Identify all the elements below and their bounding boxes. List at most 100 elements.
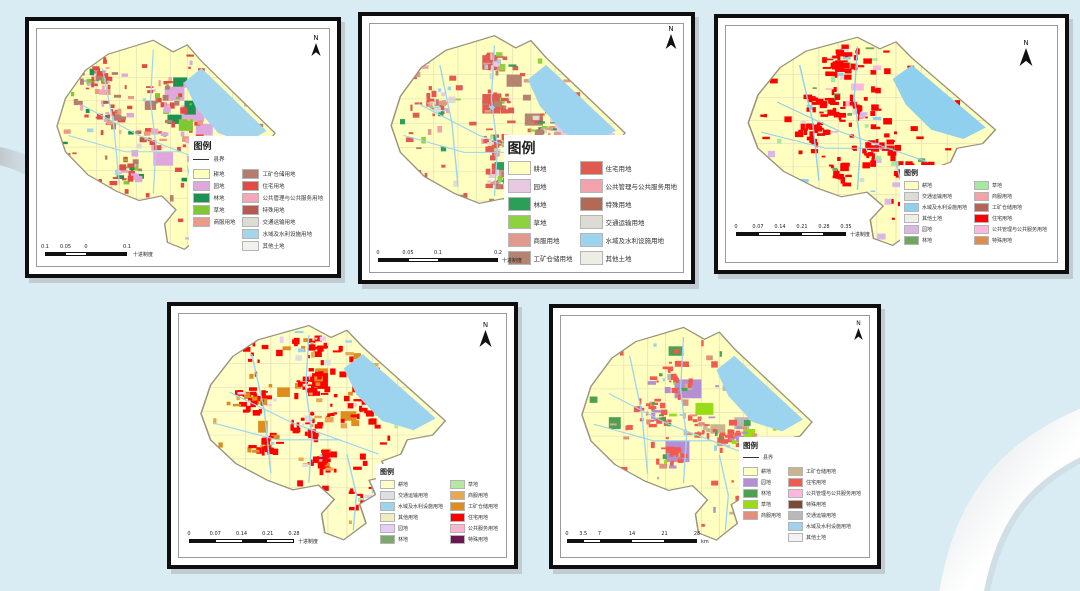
scale-bar-segments	[45, 252, 127, 256]
scale-segment	[758, 233, 781, 235]
legend-swatch	[193, 205, 211, 215]
legend-item: 园地	[379, 524, 443, 533]
legend-item: 公共管理与公共服务用地	[242, 193, 323, 203]
legend-item: 林地	[193, 193, 235, 203]
legend-swatch	[742, 467, 758, 476]
legend-item: 工矿仓储用地	[449, 502, 498, 511]
legend-column: 工矿仓储用地 住宅用地 公共管理与公共服务用地 特殊用地 交通运输用地 水域及水利设施用地…	[787, 467, 861, 542]
scale-label: 0.07	[752, 224, 764, 230]
legend-item: 林地	[742, 489, 781, 498]
scale-segment	[801, 233, 824, 235]
legend-swatch	[742, 511, 758, 520]
legend-item-label: 公共服务用地	[467, 526, 498, 532]
scale-label: 0.2	[494, 250, 502, 256]
legend-swatch	[903, 236, 919, 245]
legend-item: 商服用地	[449, 491, 498, 500]
legend-swatch	[449, 491, 465, 500]
legend-column: 工矿仓储用地 住宅用地 公共管理与公共服务用地 特殊用地 交通运输用地 水域及水利设施用地…	[242, 169, 323, 251]
legend-item: 耕地	[742, 467, 781, 476]
legend-item-label: 交通运输用地	[262, 220, 296, 226]
legend-item-label: 草地	[533, 219, 547, 227]
scale-unit: 十进制度	[298, 539, 319, 545]
legend-swatch	[787, 467, 803, 476]
legend-swatch	[787, 511, 803, 520]
north-arrow-icon: N	[1019, 40, 1033, 66]
boundary-line-icon	[193, 158, 210, 160]
map-frame: N 图例 耕地 交通运输用地 水域及水利设施用地 其他土地 园地 林地 草地 商服用地 工矿仓储…	[725, 25, 1058, 263]
legend-item-label: 交通运输用地	[805, 513, 836, 519]
map-panel-3: N 图例 耕地 交通运输用地 水域及水利设施用地 其他土地 园地 林地 草地 商服用地 工矿仓储…	[714, 14, 1069, 274]
legend-item-label: 商服用地	[533, 237, 560, 245]
legend-item: 其他土地	[579, 251, 678, 265]
legend-item-label: 耕地	[533, 165, 547, 173]
legend-item-label: 林地	[213, 196, 225, 202]
legend-item-label: 林地	[533, 201, 547, 209]
map-canvas	[581, 327, 813, 542]
legend-item: 商服用地	[742, 511, 781, 520]
legend-swatch	[579, 215, 603, 229]
legend-item-label: 其他土地	[921, 216, 942, 222]
scale-bar: 十进制度 0.1 0.05 0 0.1	[41, 242, 153, 258]
legend-swatch	[379, 502, 395, 511]
legend-item-label: 公共管理与公共服务用地	[991, 227, 1047, 233]
legend-item-label: 草地	[760, 502, 771, 508]
legend-swatch	[242, 229, 260, 239]
legend-item: 住宅用地	[449, 513, 498, 522]
legend-swatch	[507, 161, 531, 175]
scale-segment	[664, 540, 696, 542]
legend-swatch	[449, 524, 465, 533]
legend-swatch	[449, 480, 465, 489]
white-tube-shape	[939, 408, 1080, 591]
scale-label: 0.07	[209, 531, 221, 537]
legend: 图例 耕地 交通运输用地 水域及水利设施用地 其他土地 园地 林地 草地 商服用地 工矿仓储用地…	[899, 165, 1051, 248]
legend-item-label: 县界	[762, 455, 773, 461]
legend-item: 交通运输用地	[242, 217, 323, 227]
legend-item-label: 商服用地	[991, 194, 1012, 200]
legend-item: 住宅用地	[973, 214, 1047, 223]
legend-item: 商服用地	[193, 217, 235, 227]
legend-item-label: 林地	[397, 537, 408, 543]
legend-item: 园地	[903, 225, 967, 234]
legend-item: 交通运输用地	[379, 491, 443, 500]
legend-item-label: 工矿仓储用地	[262, 172, 296, 178]
legend-item-label: 工矿仓储用地	[533, 255, 573, 263]
legend-item: 住宅用地	[787, 478, 861, 487]
scale-label: 0.35	[840, 224, 852, 230]
legend-item-label: 特殊用地	[467, 537, 488, 543]
scale-segment	[600, 540, 632, 542]
legend-title: 图例	[379, 468, 394, 476]
scale-segment	[190, 540, 216, 542]
legend-item-label: 其他用地	[397, 515, 418, 521]
legend-item-label: 商服用地	[213, 220, 236, 226]
scale-segment	[632, 540, 664, 542]
scale-label: 0.14	[235, 531, 248, 537]
legend-boundary-item: 县界	[742, 454, 861, 461]
legend-swatch	[242, 205, 260, 215]
legend-swatch	[742, 500, 758, 509]
legend-item: 园地	[742, 478, 781, 487]
scale-label: 7	[597, 531, 602, 537]
legend-swatch	[973, 181, 989, 190]
legend-swatch	[507, 179, 531, 193]
legend-item-label: 交通运输用地	[397, 493, 428, 499]
scale-label: 3.5	[579, 531, 588, 537]
legend-item: 耕地	[903, 181, 967, 190]
legend-column: 草地 商服用地 工矿仓储用地 住宅用地 公共服务用地 特殊用地	[449, 480, 498, 544]
legend-swatch	[379, 524, 395, 533]
scale-segment	[584, 540, 600, 542]
scale-segment	[241, 540, 268, 542]
legend-item-label: 县界	[213, 157, 225, 163]
legend-item: 耕地	[507, 161, 573, 175]
legend-item-label: 交通运输用地	[605, 219, 645, 227]
legend-swatch	[903, 225, 919, 234]
legend-swatch	[193, 217, 211, 227]
legend-swatch	[242, 169, 260, 179]
legend-item: 特殊用地	[787, 500, 861, 509]
legend-item: 草地	[507, 215, 573, 229]
legend-swatch	[242, 193, 260, 203]
legend-item: 林地	[507, 197, 573, 211]
legend-item: 水域及水利设施用地	[579, 233, 678, 247]
north-arrow-icon: N	[665, 26, 677, 49]
legend-item-label: 工矿仓储用地	[805, 469, 836, 475]
legend-item: 其他土地	[242, 241, 323, 251]
